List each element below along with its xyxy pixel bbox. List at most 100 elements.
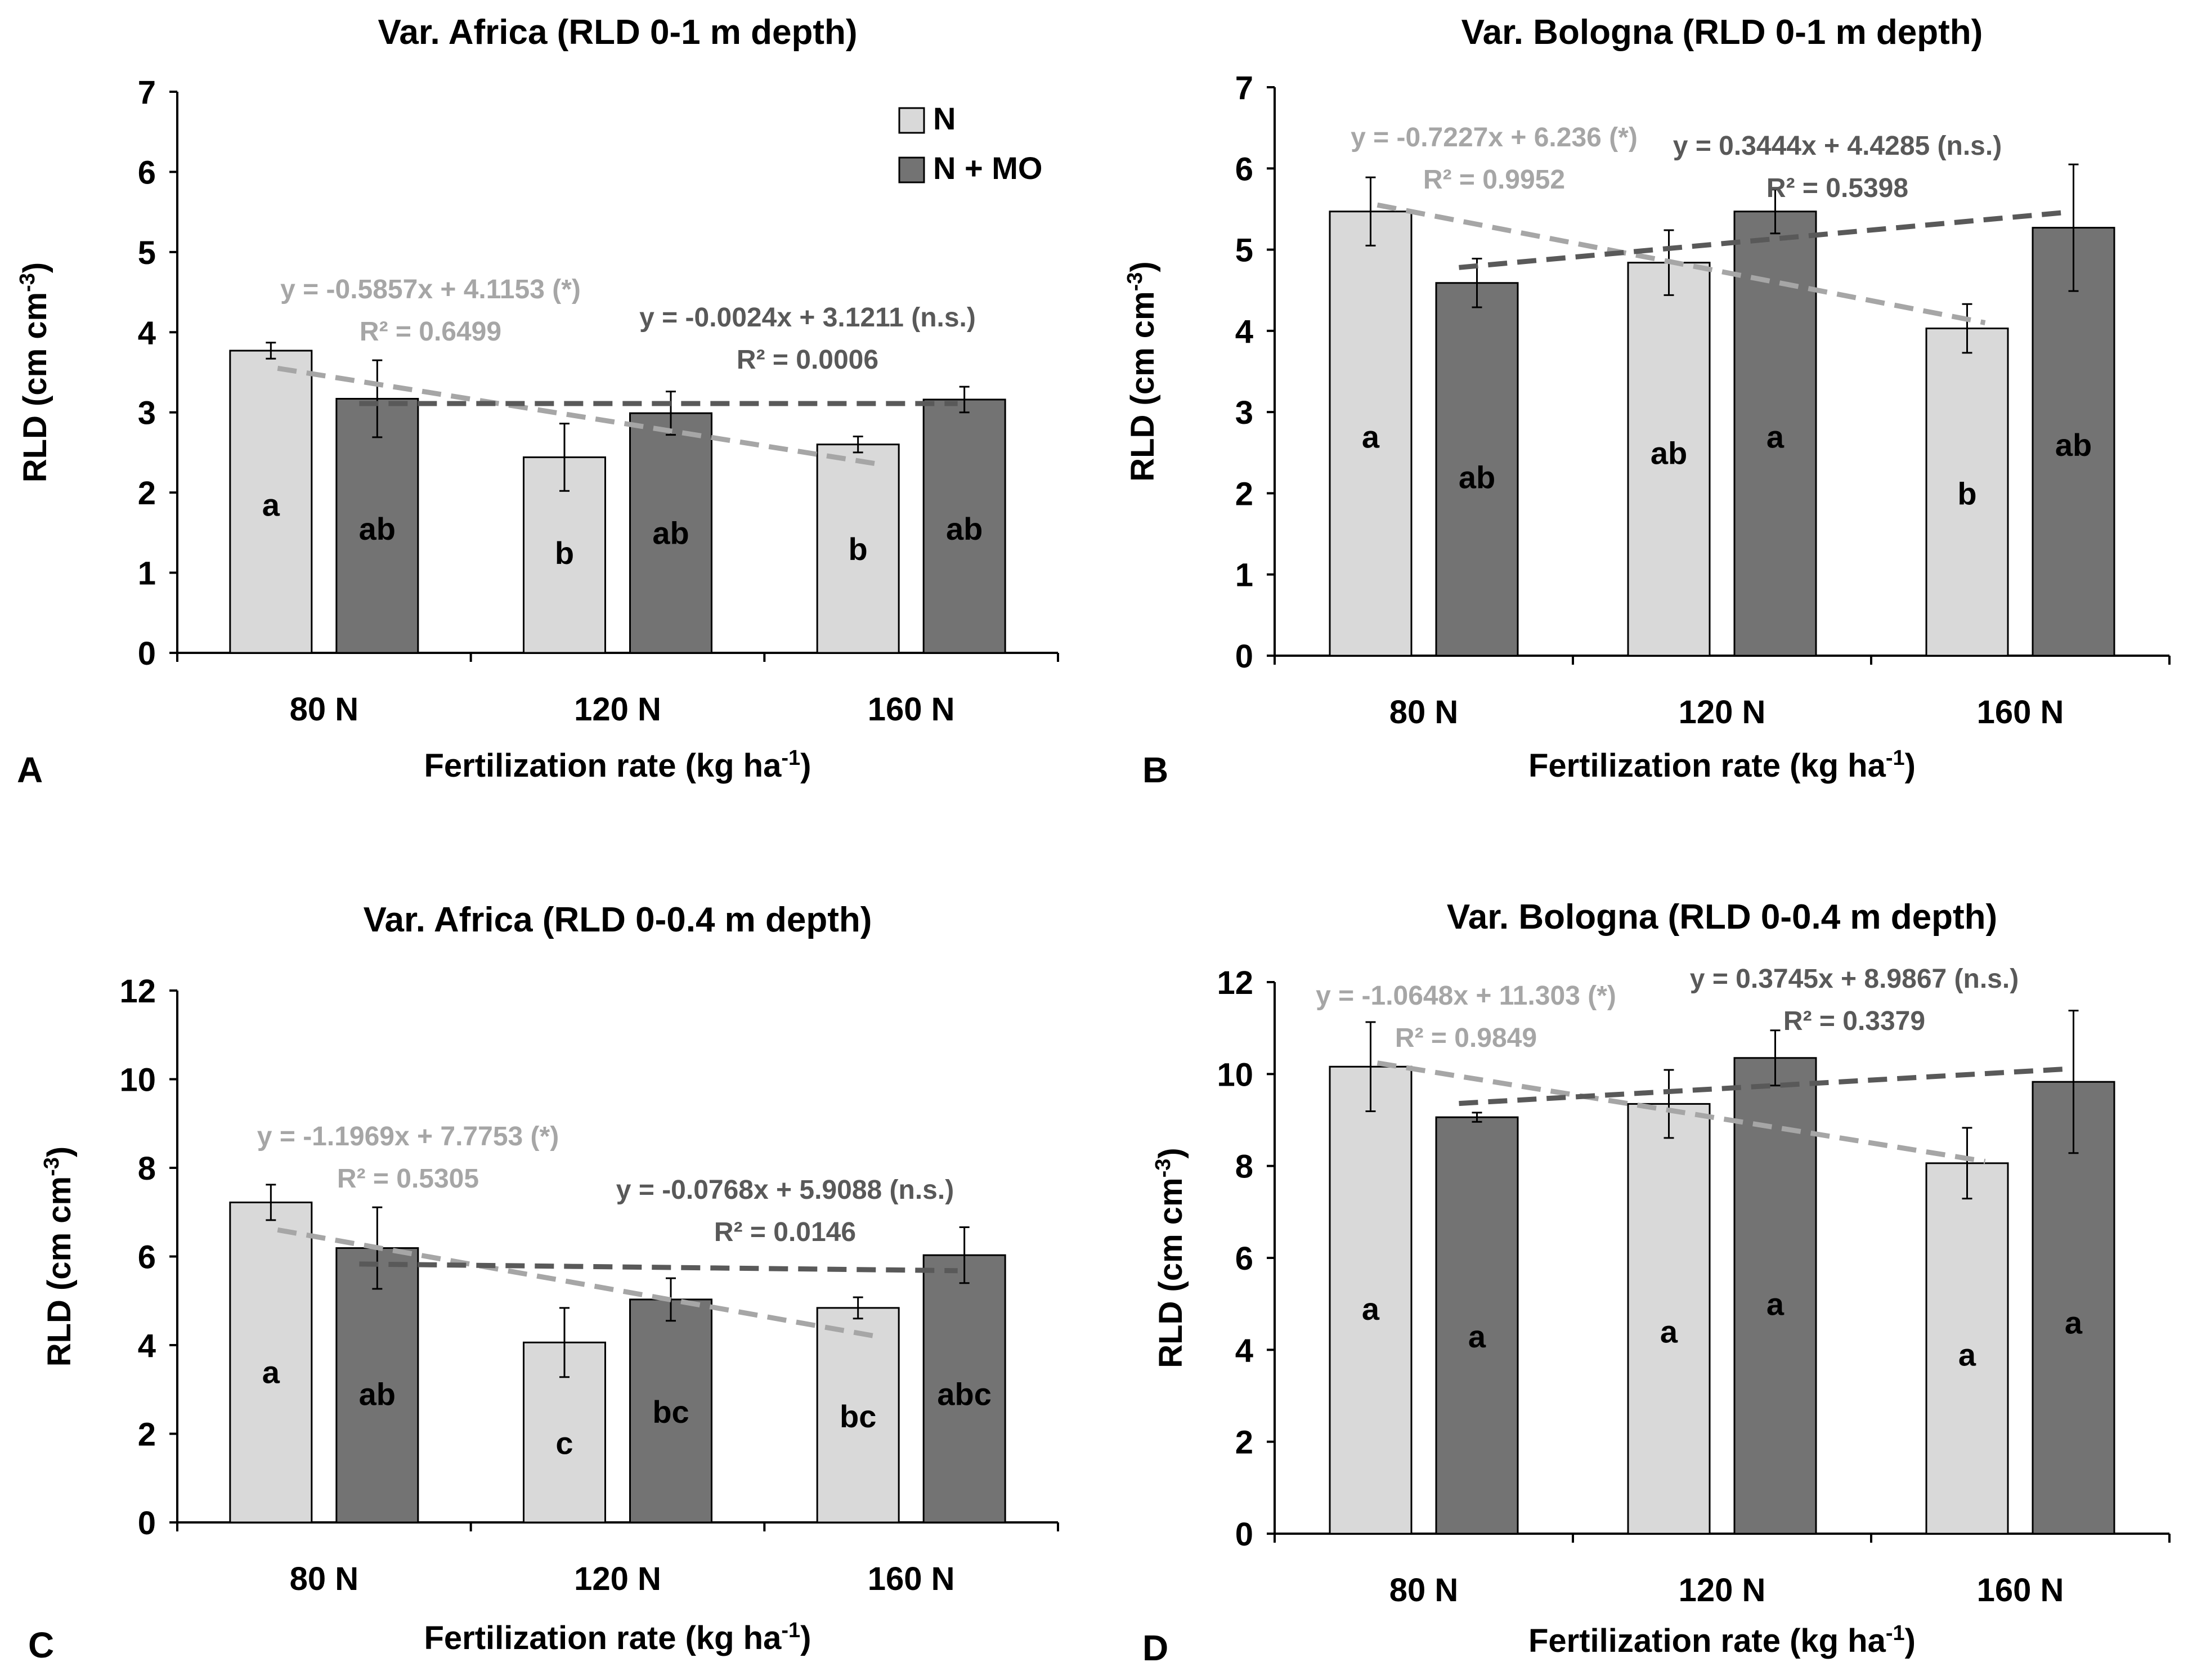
y-tick-label: 6 [138, 1239, 156, 1276]
x-tick-label: 160 N [1977, 694, 2064, 731]
trendline-r2: R² = 0.3379 [1783, 1006, 1925, 1036]
chart-panel-B: Var. Bologna (RLD 0-1 m depth) 0 1 2 3 4 5 6 7 80… [1123, 13, 2171, 790]
y-tick-label: 12 [1217, 965, 1253, 1001]
x-tick-label: 160 N [868, 1561, 955, 1597]
x-tick-label: 80 N [290, 691, 359, 728]
bar [1733, 1057, 1817, 1535]
y-tick-label: 2 [138, 1417, 156, 1453]
significance-letter: bc [652, 1394, 689, 1430]
y-tick-label: 4 [138, 315, 156, 351]
y-tick-label: 5 [1235, 232, 1253, 269]
bar [1435, 282, 1519, 657]
bar [1329, 210, 1413, 657]
x-tick-label: 80 N [1389, 694, 1459, 731]
y-tick-label: 0 [1235, 638, 1253, 675]
trendline-r2: R² = 0.5398 [1766, 173, 1908, 203]
significance-letter: ab [2055, 427, 2092, 463]
legend-swatch-n [898, 107, 925, 134]
significance-letter: a [1362, 1291, 1380, 1327]
bar [922, 1254, 1006, 1524]
bar [629, 412, 712, 654]
panel-letter: B [1142, 750, 1168, 790]
significance-letter: a [1660, 1314, 1678, 1350]
trendline [1459, 1066, 2067, 1106]
panel-letter: C [28, 1625, 54, 1665]
y-tick-label: 3 [1235, 395, 1253, 431]
significance-letter: abc [937, 1377, 992, 1412]
significance-letter: ab [359, 1377, 396, 1412]
y-tick-label: 6 [1235, 151, 1253, 187]
y-tick-label: 2 [1235, 476, 1253, 512]
x-tick-label: 160 N [1977, 1572, 2064, 1609]
y-axis-label: RLD (cm cm-3) [16, 262, 53, 483]
trendline-r2: R² = 0.9952 [1423, 165, 1565, 195]
y-tick-label: 0 [1235, 1516, 1253, 1553]
bar [1329, 1065, 1413, 1535]
bar [335, 1247, 419, 1524]
bar [816, 443, 900, 654]
y-tick-label: 8 [1235, 1149, 1253, 1185]
x-axis-label: Fertilization rate (kg ha-1) [424, 746, 811, 784]
legend-label-n: N [933, 101, 956, 136]
chart-title: Var. Bologna (RLD 0-0.4 m depth) [1447, 898, 1997, 937]
significance-letter: b [555, 535, 574, 571]
chart-title: Var. Africa (RLD 0-0.4 m depth) [364, 901, 872, 939]
significance-letter: ab [1459, 460, 1495, 495]
trendline [1377, 1060, 1986, 1164]
y-tick-label: 7 [138, 74, 156, 111]
significance-letter: a [1766, 1287, 1785, 1322]
bar [922, 398, 1006, 654]
y-tick-label: 6 [1235, 1240, 1253, 1277]
chart-panel-C: Var. Africa (RLD 0-0.4 m depth) 0 2 4 6 8 10 12… [28, 901, 1059, 1665]
trendline-equation: y = -0.5857x + 4.1153 (*) [280, 275, 581, 304]
trendline [277, 1227, 877, 1339]
x-tick-label: 120 N [1679, 1572, 1766, 1609]
y-tick-label: 4 [1235, 313, 1253, 350]
significance-letter: ab [652, 515, 689, 550]
significance-letter: a [262, 487, 280, 523]
trendline-equation: y = -1.0648x + 11.303 (*) [1316, 981, 1616, 1011]
bar [2032, 1081, 2115, 1535]
trendline [277, 365, 877, 467]
chart-panel-A: Var. Africa (RLD 0-1 m depth) 0 1 2 3 4 5 6 7 80 … [16, 13, 1059, 790]
y-tick-label: 0 [138, 635, 156, 672]
significance-letter: ab [359, 511, 396, 546]
y-tick-label: 2 [1235, 1424, 1253, 1461]
trendline-equation: y = -0.7227x + 6.236 (*) [1351, 123, 1638, 153]
trendline-equation: y = -0.0768x + 5.9088 (n.s.) [616, 1175, 954, 1205]
y-axis-label: RLD (cm cm-3) [1151, 1148, 1189, 1368]
trendline-equation: y = 0.3444x + 4.4285 (n.s.) [1673, 131, 2002, 161]
trendline-r2: R² = 0.6499 [360, 317, 501, 347]
trendline-r2: R² = 0.0146 [714, 1217, 856, 1247]
chart-title: Var. Bologna (RLD 0-1 m depth) [1461, 13, 1983, 52]
trendline-equation: y = -1.1969x + 7.7753 (*) [257, 1122, 559, 1152]
trendline-r2: R² = 0.0006 [737, 345, 878, 375]
bar [335, 398, 419, 654]
y-tick-label: 5 [138, 235, 156, 271]
y-tick-label: 4 [138, 1328, 156, 1364]
significance-letter: a [1766, 419, 1785, 454]
y-tick-label: 4 [1235, 1332, 1253, 1369]
x-axis-label: Fertilization rate (kg ha-1) [1528, 746, 1916, 784]
legend-label-nmo: N + MO [933, 150, 1042, 186]
bar [1733, 210, 1817, 657]
bar [1627, 262, 1711, 657]
significance-letter: ab [946, 511, 983, 546]
y-tick-label: 3 [138, 395, 156, 432]
x-tick-label: 80 N [290, 1561, 359, 1597]
significance-letter: a [262, 1354, 280, 1390]
bar [1627, 1103, 1711, 1535]
panel-letter: A [17, 750, 43, 790]
y-tick-label: 10 [119, 1062, 156, 1099]
significance-letter: b [1957, 476, 1976, 511]
y-tick-label: 0 [138, 1505, 156, 1542]
significance-letter: a [1468, 1319, 1486, 1354]
chart-panel-D: Var. Bologna (RLD 0-0.4 m depth) 0 2 4 6 8 10 1… [1142, 898, 2171, 1668]
trendline [1459, 209, 2067, 270]
significance-letter: a [2065, 1305, 2083, 1340]
x-tick-label: 120 N [574, 691, 661, 728]
x-tick-label: 80 N [1389, 1572, 1459, 1609]
bar [2032, 227, 2115, 657]
panel-letter: D [1142, 1628, 1168, 1668]
significance-letter: a [1362, 419, 1380, 454]
